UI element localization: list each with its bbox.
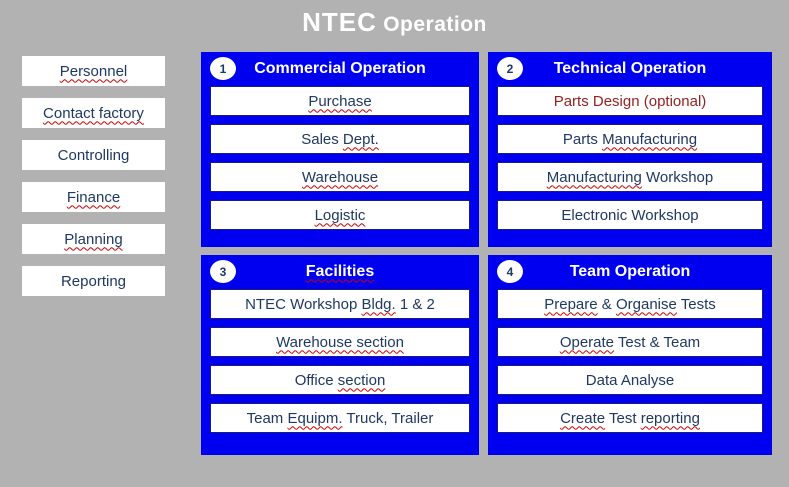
panel-item[interactable]: Warehouse section — [210, 327, 470, 357]
misspelled-text: section — [337, 371, 386, 389]
panel-header: 3 Facilities — [201, 255, 479, 288]
panel-item[interactable]: Create Test reporting — [497, 403, 763, 433]
sidebar-item-contact-factory[interactable]: Contact factory — [22, 98, 165, 128]
label-text: Tests — [676, 295, 716, 313]
label-text: Test — [605, 409, 641, 427]
label-text: Truck, Trailer — [342, 409, 434, 427]
misspelled-text: Contact factory — [43, 104, 144, 122]
panel-technical-operation: 2 Technical Operation Parts Design (opti… — [488, 52, 772, 247]
panel-items: Parts Design (optional) Parts Manufacturi… — [488, 85, 772, 230]
panel-item[interactable]: Prepare & Organise Tests — [497, 289, 763, 319]
panel-item[interactable]: Purchase — [210, 86, 470, 116]
label-text: Parts — [562, 130, 603, 148]
label-text: Controlling — [57, 146, 130, 164]
panel-facilities: 3 Facilities NTEC Workshop Bldg. 1 & 2 Wa… — [201, 255, 479, 455]
misspelled-text: Warehouse section — [276, 333, 404, 351]
misspelled-text: Bldg. — [361, 295, 396, 313]
misspelled-text: Dept. — [342, 130, 379, 148]
title-brand: NTEC — [302, 7, 377, 37]
sidebar-item-personnel[interactable]: Personnel — [22, 56, 165, 86]
title-text: Operation — [376, 13, 487, 36]
misspelled-text: Warehouse — [301, 168, 379, 186]
label-text: Data Analyse — [585, 371, 675, 389]
misspelled-text: Prepare — [544, 295, 598, 313]
label-text: Reporting — [60, 272, 127, 290]
misspelled-text: Operate — [559, 333, 615, 351]
misspelled-text: Create — [560, 409, 606, 427]
misspelled-text: Logistic — [314, 206, 366, 224]
panel-item[interactable]: Office section — [210, 365, 470, 395]
panel-header: 1 Commercial Operation — [201, 52, 479, 85]
panel-header: 2 Technical Operation — [488, 52, 772, 85]
panel-number: 2 — [506, 61, 514, 76]
label-text: Sales — [301, 130, 343, 148]
panel-title: Technical Operation — [553, 59, 707, 77]
label-text: Electronic Workshop — [561, 206, 699, 224]
panel-item[interactable]: Warehouse — [210, 162, 470, 192]
panel-title: Team Operation — [569, 262, 691, 280]
sidebar-item-reporting[interactable]: Reporting — [22, 266, 165, 296]
misspelled-text: Equipm. — [287, 409, 343, 427]
panel-number-badge: 2 — [497, 57, 523, 80]
panel-item[interactable]: Operate Test & Team — [497, 327, 763, 357]
sidebar-item-planning[interactable]: Planning — [22, 224, 165, 254]
panel-item[interactable]: NTEC Workshop Bldg. 1 & 2 — [210, 289, 470, 319]
panel-item[interactable]: Manufacturing Workshop — [497, 162, 763, 192]
label-text: 1 & 2 — [395, 295, 435, 313]
misspelled-text: Purchase — [308, 92, 372, 110]
misspelled-text: Personnel — [59, 62, 128, 80]
panel-item[interactable]: Logistic — [210, 200, 470, 230]
page-title: NTEC Operation — [0, 7, 789, 38]
label-text: Workshop — [641, 168, 714, 186]
misspelled-text: Organise — [615, 295, 677, 313]
panel-item[interactable]: Parts Manufacturing — [497, 124, 763, 154]
sidebar: Personnel Contact factory Controlling Finan… — [22, 56, 165, 296]
panel-number: 4 — [506, 264, 514, 279]
label-text: & — [597, 295, 616, 313]
panel-items: NTEC Workshop Bldg. 1 & 2 Warehouse secti… — [201, 288, 479, 433]
misspelled-text: Finance — [66, 188, 121, 206]
panel-number-badge: 3 — [210, 260, 236, 283]
panel-item[interactable]: Parts Design (optional) — [497, 86, 763, 116]
panel-item[interactable]: Team Equipm. Truck, Trailer — [210, 403, 470, 433]
sidebar-item-controlling[interactable]: Controlling — [22, 140, 165, 170]
panel-number: 1 — [219, 61, 227, 76]
label-text: Parts Design (optional) — [553, 92, 707, 110]
panel-number-badge: 1 — [210, 57, 236, 80]
label-text: Team — [246, 409, 288, 427]
panel-number: 3 — [219, 264, 227, 279]
label-text: Office — [294, 371, 338, 389]
misspelled-text: Manufacturing — [546, 168, 642, 186]
panel-item[interactable]: Sales Dept. — [210, 124, 470, 154]
panel-title: Facilities — [305, 262, 375, 280]
panel-item[interactable]: Data Analyse — [497, 365, 763, 395]
panel-item[interactable]: Electronic Workshop — [497, 200, 763, 230]
panel-title: Commercial Operation — [254, 59, 426, 77]
sidebar-item-finance[interactable]: Finance — [22, 182, 165, 212]
misspelled-text: Planning — [64, 230, 123, 248]
panel-items: Prepare & Organise Tests Operate Test & T… — [488, 288, 772, 433]
label-text: Test & Team — [614, 333, 701, 351]
panel-items: Purchase Sales Dept. Warehouse Logistic — [201, 85, 479, 230]
label-text: NTEC Workshop — [245, 295, 362, 313]
panel-team-operation: 4 Team Operation Prepare & Organise Test… — [488, 255, 772, 455]
misspelled-text: reporting — [640, 409, 700, 427]
panel-commercial-operation: 1 Commercial Operation Purchase Sales Dep… — [201, 52, 479, 247]
panel-header: 4 Team Operation — [488, 255, 772, 288]
panel-number-badge: 4 — [497, 260, 523, 283]
misspelled-text: Manufacturing — [602, 130, 698, 148]
